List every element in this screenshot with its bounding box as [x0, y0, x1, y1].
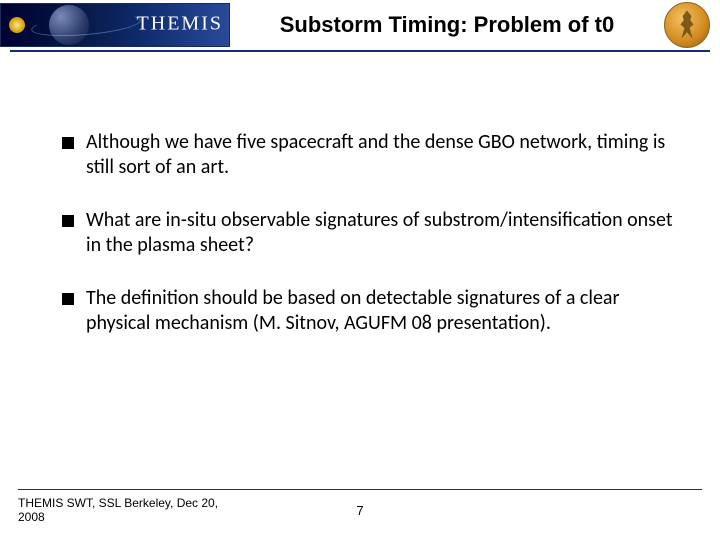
logo-sun-icon [9, 17, 25, 33]
bullet-item: Although we have five spacecraft and the… [62, 130, 676, 180]
bullet-square-icon [62, 293, 74, 305]
title-wrap: Substorm Timing: Problem of t0 [230, 12, 664, 38]
themis-logo: THEMIS [0, 3, 230, 47]
footer-rule [18, 489, 702, 490]
logo-text: THEMIS [137, 12, 223, 35]
bullet-item: What are in-situ observable signatures o… [62, 208, 676, 258]
mission-badge-icon [664, 2, 710, 48]
body: Although we have five spacecraft and the… [0, 52, 720, 336]
header: THEMIS Substorm Timing: Problem of t0 [0, 0, 720, 50]
page-title: Substorm Timing: Problem of t0 [238, 12, 656, 38]
footer-line: THEMIS SWT, SSL Berkeley, Dec 20, 2008 7 [18, 496, 702, 524]
bullet-square-icon [62, 137, 74, 149]
footer-left: THEMIS SWT, SSL Berkeley, Dec 20, 2008 [18, 496, 246, 524]
bullet-text: The definition should be based on detect… [86, 286, 676, 336]
bullet-text: What are in-situ observable signatures o… [86, 208, 676, 258]
page-number: 7 [246, 503, 474, 518]
bullet-text: Although we have five spacecraft and the… [86, 130, 676, 180]
bullet-square-icon [62, 215, 74, 227]
footer: THEMIS SWT, SSL Berkeley, Dec 20, 2008 7 [0, 489, 720, 524]
bullet-item: The definition should be based on detect… [62, 286, 676, 336]
